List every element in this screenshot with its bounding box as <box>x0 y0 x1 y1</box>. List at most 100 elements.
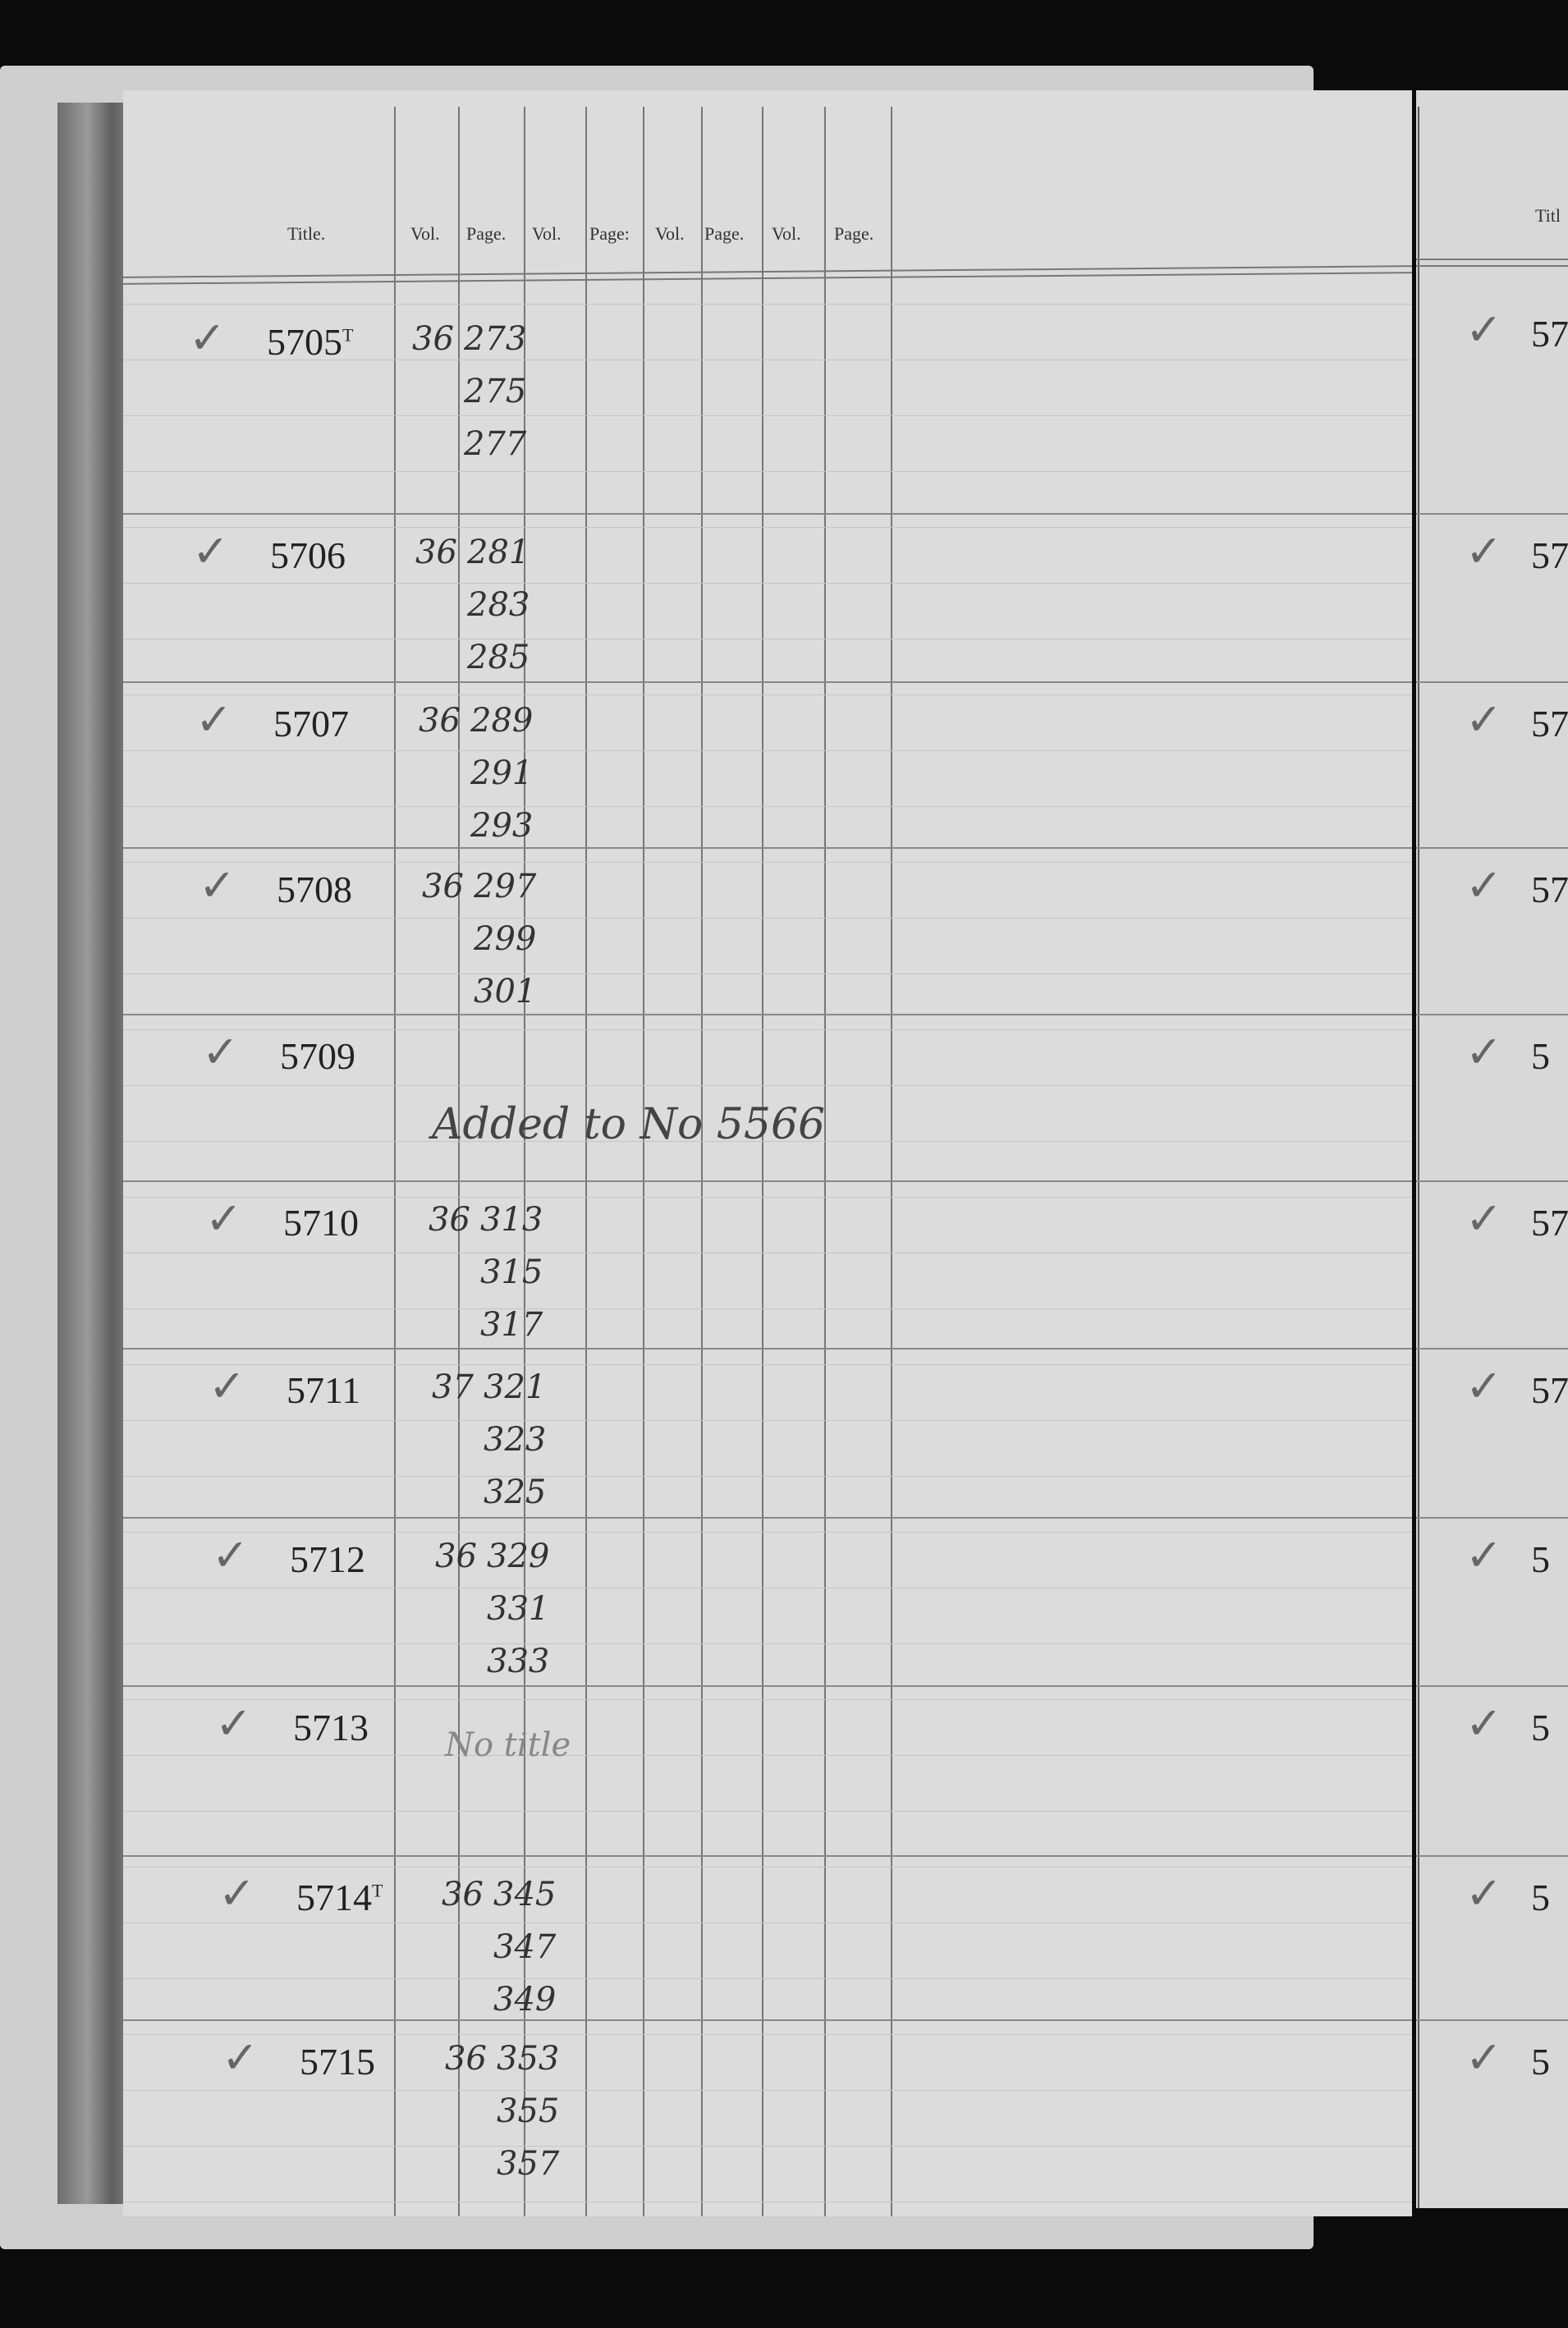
row-divider <box>1416 1348 1568 1350</box>
page-number: 283 <box>467 586 530 624</box>
row-divider <box>123 847 1412 849</box>
faint-rule <box>123 918 1412 919</box>
entry-title: 5705T <box>267 320 353 364</box>
volume-number: 37 <box>432 1368 474 1406</box>
column-divider <box>458 107 460 2216</box>
row-divider <box>123 1685 1412 1687</box>
page-number: 325 <box>484 1473 547 1511</box>
check-mark-icon: ✓ <box>1465 1867 1503 1919</box>
row-divider <box>1416 847 1568 849</box>
row-divider <box>123 681 1412 683</box>
row-divider <box>123 1517 1412 1519</box>
entry-title: 5706 <box>270 534 346 577</box>
title-number: 5708 <box>277 868 352 910</box>
row-divider <box>123 1855 1412 1857</box>
faint-rule <box>123 694 1412 695</box>
header-rule <box>123 265 1412 285</box>
faint-rule <box>123 750 1412 751</box>
check-mark-icon: ✓ <box>1465 1698 1503 1749</box>
faint-rule <box>123 1197 1412 1198</box>
page-number: 347 <box>493 1928 557 1966</box>
entry-title: 5709 <box>280 1034 355 1078</box>
page-number: 291 <box>470 754 534 792</box>
faint-rule <box>123 1141 1412 1142</box>
volume-number: 36 <box>412 320 454 358</box>
faint-rule <box>123 1420 1412 1421</box>
page-number: 301 <box>474 973 537 1010</box>
page-number: 323 <box>484 1421 547 1459</box>
page-number: 293 <box>470 807 534 845</box>
facing-title-fragment: 57 <box>1531 703 1568 745</box>
faint-rule <box>123 2090 1412 2091</box>
faint-rule <box>123 1029 1412 1030</box>
faint-rule <box>123 415 1412 416</box>
check-mark-icon: ✓ <box>189 312 227 364</box>
faint-rule <box>123 1476 1412 1477</box>
column-header: Vol. <box>410 223 440 244</box>
column-divider <box>824 107 826 2216</box>
faint-rule <box>123 1978 1412 1979</box>
row-divider <box>1416 513 1568 515</box>
faint-rule <box>123 2146 1412 2147</box>
check-mark-icon: ✓ <box>195 694 233 745</box>
column-header: Page. <box>704 223 745 244</box>
faint-rule <box>123 1699 1412 1700</box>
title-number: 5711 <box>287 1369 361 1411</box>
title-number: 5712 <box>290 1538 365 1580</box>
faint-rule <box>123 1755 1412 1756</box>
row-divider <box>1416 1014 1568 1015</box>
row-divider <box>123 1348 1412 1350</box>
faint-rule <box>123 1811 1412 1812</box>
title-number: 5710 <box>283 1202 359 1244</box>
column-divider <box>762 107 763 2216</box>
page-number: 299 <box>474 920 537 958</box>
entry-note: Added to No 5566 <box>432 1100 826 1149</box>
faint-rule <box>123 1922 1412 1923</box>
facing-title-fragment: 57 <box>1531 1202 1568 1244</box>
column-divider <box>585 107 587 2216</box>
volume-number: 36 <box>429 1201 470 1239</box>
column-header: Vol. <box>772 223 801 244</box>
entry-title: 5713 <box>293 1706 369 1749</box>
page-number: 285 <box>467 639 530 676</box>
check-mark-icon: ✓ <box>1465 1529 1503 1581</box>
row-divider <box>1416 1517 1568 1519</box>
faint-rule <box>123 1643 1412 1644</box>
volume-number: 36 <box>442 1876 484 1913</box>
facing-title-fragment: 57 <box>1531 313 1568 355</box>
check-mark-icon: ✓ <box>199 859 236 911</box>
page-number: 275 <box>464 373 527 410</box>
page-number: 333 <box>487 1643 550 1680</box>
column-divider <box>643 107 644 2216</box>
title-number: 5715 <box>300 2041 375 2083</box>
faint-rule <box>123 583 1412 584</box>
page-number: 313 <box>480 1201 543 1239</box>
page-number: 321 <box>484 1368 547 1406</box>
check-mark-icon: ✓ <box>192 525 230 577</box>
page-number: 331 <box>487 1590 550 1628</box>
check-mark-icon: ✓ <box>218 1867 256 1919</box>
row-divider <box>1416 1685 1568 1687</box>
column-header: Page. <box>834 223 874 244</box>
page-number: 297 <box>474 868 537 905</box>
check-mark-icon: ✓ <box>205 1193 243 1244</box>
title-number: 5707 <box>273 703 349 745</box>
row-divider <box>1416 1855 1568 1857</box>
faint-rule <box>123 862 1412 863</box>
page-number: 281 <box>467 534 530 571</box>
facing-page: Titl ✓ 57 ✓ 57 ✓ 57 ✓ 57 ✓ 5 ✓ 57 ✓ 57 ✓ 5 ✓ 5 ✓ 5 ✓ 5 <box>1416 90 1568 2208</box>
row-divider <box>123 513 1412 515</box>
faint-rule <box>123 2034 1412 2035</box>
facing-title-fragment: 5 <box>1531 1707 1550 1748</box>
facing-title-fragment: 57 <box>1531 868 1568 910</box>
check-mark-icon: ✓ <box>1465 694 1503 745</box>
entry-title: 5715 <box>300 2040 375 2083</box>
check-mark-icon: ✓ <box>1465 1026 1503 1078</box>
page-number: 345 <box>493 1876 557 1913</box>
ledger-page: Title. Vol. Page. Vol. Page: Vol. Page. Vol. Pa… <box>123 90 1412 2216</box>
volume-number: 36 <box>419 702 461 740</box>
row-divider <box>123 1180 1412 1182</box>
title-mark: T <box>342 324 354 346</box>
entry-title: 5711 <box>287 1368 360 1412</box>
title-number: 5705 <box>267 321 342 363</box>
